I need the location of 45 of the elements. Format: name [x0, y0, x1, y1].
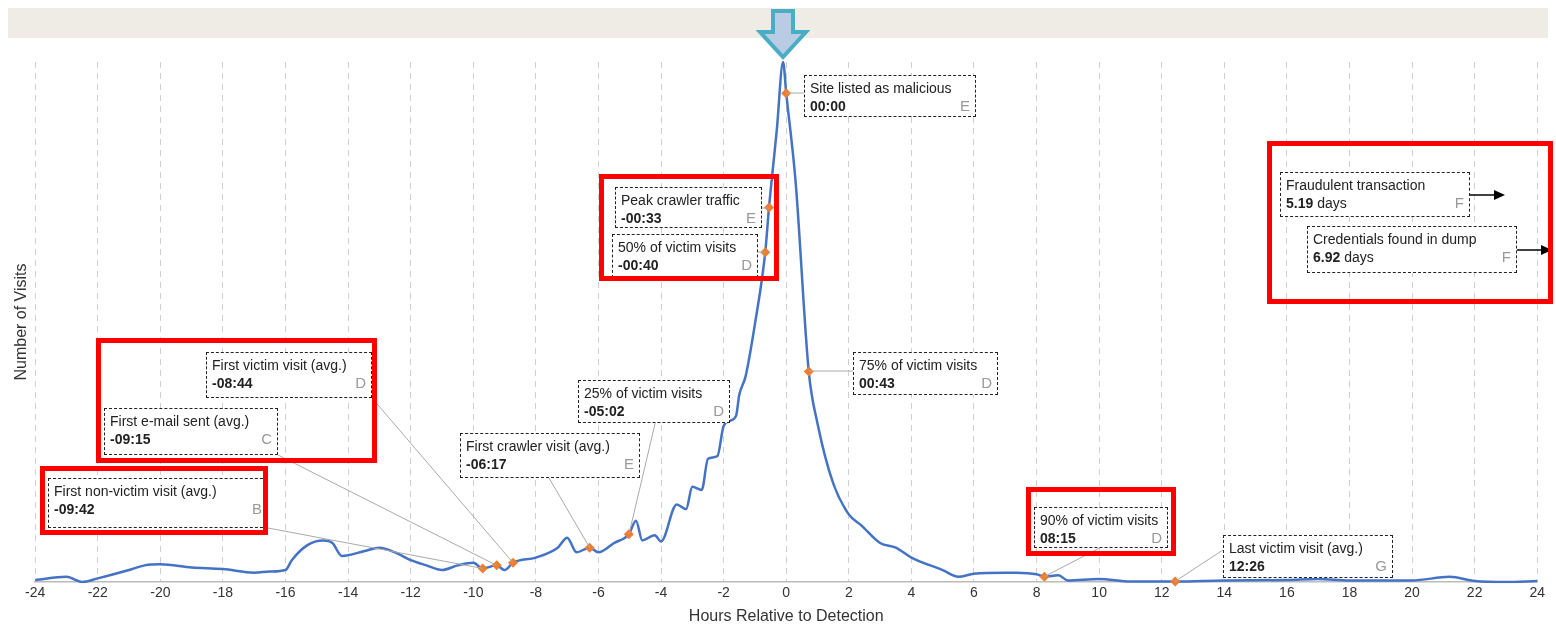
text: 25% of victim visits -05:02 D [584, 385, 724, 419]
x-tick-label: 20 [1404, 584, 1421, 601]
x-tick-label: -12 [400, 584, 422, 601]
point [508, 557, 519, 568]
x-tick-label: 24 [1529, 584, 1546, 601]
x-tick-label: -2 [717, 584, 731, 601]
x-tick-label: 16 [1279, 584, 1295, 601]
x-tick-label: 14 [1216, 584, 1233, 601]
point [623, 529, 634, 540]
text: 90% of victim visits 08:15 D [1040, 512, 1162, 546]
x-tick-label: -24 [25, 584, 46, 601]
text: First e-mail sent (avg.) -09:15 C [110, 413, 272, 447]
x-tick-label: -22 [87, 584, 109, 601]
point [584, 542, 595, 553]
x-tick-label: -16 [275, 584, 296, 601]
x-tick-label: 2 [844, 584, 853, 601]
y-axis-title: Number of Visits [12, 263, 30, 381]
x-tick-label: 10 [1091, 584, 1108, 601]
text: First crawler visit (avg.) -06:17 E [466, 438, 634, 472]
text: Site listed as malicious 00:00 E [810, 80, 970, 114]
x-tick-label: -8 [529, 584, 543, 601]
x-axis-title: Hours Relative to Detection [688, 606, 884, 624]
text: Last victim visit (avg.) 12:26 G [1229, 540, 1387, 574]
x-tick-label: 6 [970, 584, 979, 601]
x-tick-label: -10 [463, 584, 484, 601]
x-tick-label: 4 [907, 584, 916, 601]
x-tick-label: -14 [338, 584, 359, 601]
x-tick-label: -20 [150, 584, 171, 601]
text: Credentials found in dump 6.92 days F [1313, 231, 1511, 265]
x-tick-label: 0 [782, 584, 791, 601]
text: First non-victim visit (avg.) -09:42 B [54, 483, 262, 517]
point [1170, 576, 1181, 587]
text: Peak crawler traffic -00:33 E [621, 192, 756, 226]
text: 50% of victim visits -00:40 D [618, 239, 752, 273]
text: Fraudulent transaction 5.19 days F [1286, 177, 1464, 211]
x-tick-label: 18 [1341, 584, 1358, 601]
x-tick-label: 8 [1032, 584, 1041, 601]
x-tick-label: 12 [1153, 584, 1170, 601]
text: 75% of victim visits 00:43 D [859, 357, 992, 391]
text: First victim visit (avg.) -08:44 D [212, 357, 366, 391]
x-tick-label: -4 [654, 584, 668, 601]
x-tick-label: 22 [1466, 584, 1483, 601]
point [1039, 571, 1050, 582]
x-tick-label: -18 [212, 584, 234, 601]
x-tick-label: -6 [592, 584, 605, 601]
